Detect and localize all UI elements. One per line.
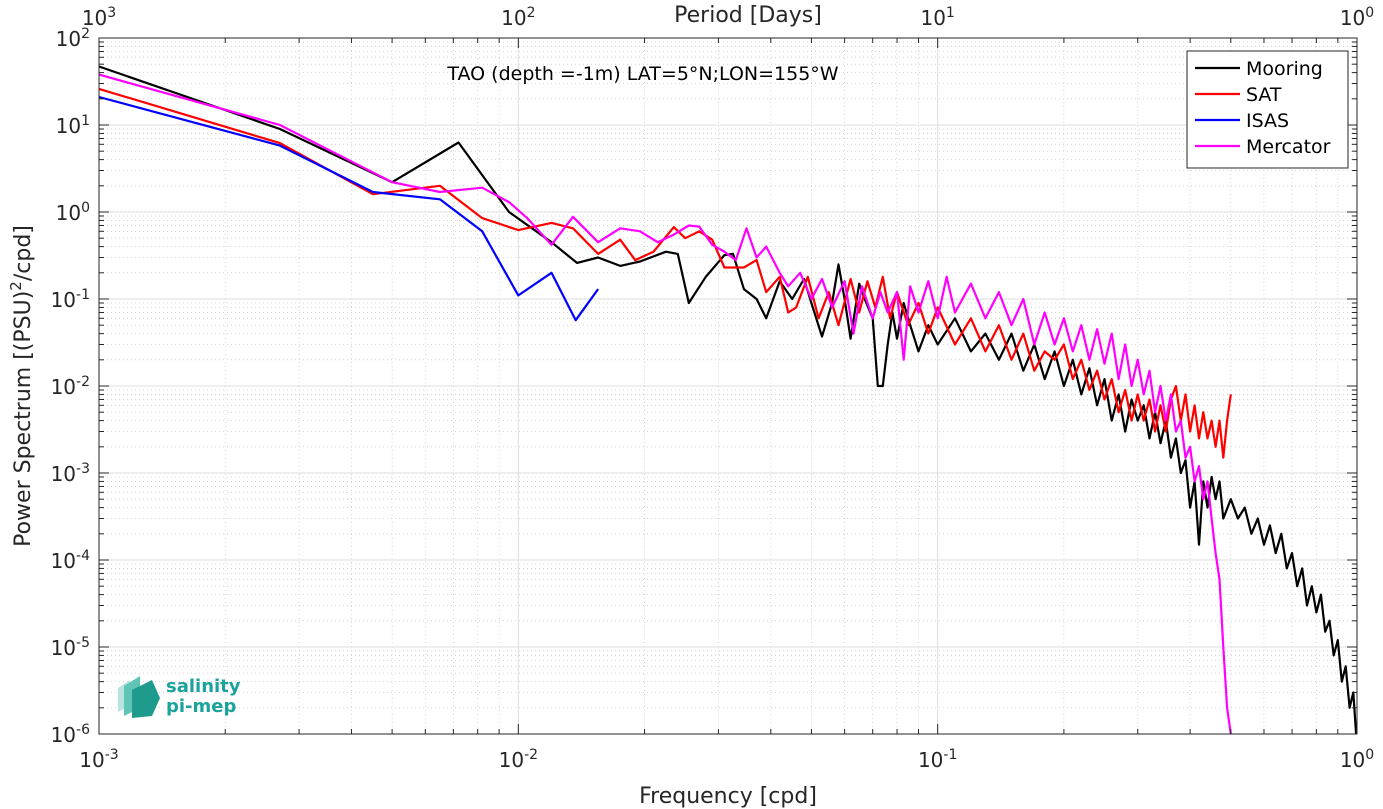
x-tick-label: 10-2 <box>499 747 538 772</box>
y-tick-label-exponent: 0 <box>81 200 90 216</box>
y-tick-label: 10-2 <box>51 374 90 399</box>
x2-tick-label: 103 <box>82 5 116 30</box>
x-tick-label: 10-3 <box>79 747 118 772</box>
salinity-pimep-logo: salinity pi-mep <box>118 676 241 718</box>
x-axis-title: Frequency [cpd] <box>639 784 817 809</box>
y-tick-label-base: 10 <box>51 723 76 747</box>
x-tick-label-base: 10 <box>499 748 524 772</box>
y-tick-label-exponent: 1 <box>81 113 90 129</box>
x-tick-label: 10-1 <box>918 747 957 772</box>
series-line-isas <box>98 95 599 322</box>
y-tick-label-base: 10 <box>51 636 76 660</box>
x2-tick-label-base: 10 <box>501 6 526 30</box>
series-line-mooring <box>98 65 1358 735</box>
y-tick-label-base: 10 <box>56 27 81 51</box>
x2-tick-label: 101 <box>920 5 954 30</box>
y-axis-title: Power Spectrum [(PSU)2/cpd] <box>7 225 36 547</box>
logo-line1: salinity <box>166 676 241 697</box>
y-tick-label: 102 <box>56 26 90 51</box>
y-tick-label: 10-3 <box>51 461 90 486</box>
logo-wave-front <box>132 680 160 718</box>
y-tick-label-exponent: -6 <box>76 722 90 738</box>
x-tick-label-exponent: -3 <box>105 747 119 763</box>
x2-tick-label-exponent: 1 <box>946 5 955 21</box>
y-tick-label-exponent: -2 <box>76 374 90 390</box>
legend: Mooring SAT ISAS Mercator <box>1186 50 1349 169</box>
x-tick-label-exponent: -1 <box>943 747 957 763</box>
y-axis-title-main: Power Spectrum [(PSU) <box>11 291 36 547</box>
x-tick-label-exponent: 0 <box>1365 747 1374 763</box>
y-tick-label-base: 10 <box>56 201 81 225</box>
y-tick-label: 10-4 <box>51 548 91 573</box>
x2-tick-label: 100 <box>1340 5 1374 30</box>
x2-tick-labels: 103 102 101 100 <box>82 5 1374 30</box>
logo-line2: pi-mep <box>166 696 236 717</box>
x2-tick-label-exponent: 3 <box>107 5 116 21</box>
x2-tick-label-base: 10 <box>1340 6 1365 30</box>
y-tick-label: 10-1 <box>51 287 90 312</box>
y-tick-label-exponent: -4 <box>76 548 90 564</box>
x-tick-label-exponent: -2 <box>524 747 538 763</box>
y-tick-label-exponent: 2 <box>81 26 90 42</box>
y-tick-label-exponent: -3 <box>76 461 90 477</box>
x2-tick-label-base: 10 <box>82 6 107 30</box>
y-tick-label-base: 10 <box>51 462 76 486</box>
legend-label-mercator: Mercator <box>1246 136 1331 158</box>
legend-box <box>1186 50 1349 169</box>
x2-tick-label-exponent: 0 <box>1365 5 1374 21</box>
x2-tick-label-base: 10 <box>920 6 945 30</box>
x2-tick-label-exponent: 2 <box>527 5 536 21</box>
y-tick-label-base: 10 <box>56 114 81 138</box>
legend-label-mooring: Mooring <box>1246 58 1323 80</box>
y-tick-label: 10-5 <box>51 635 90 660</box>
y-tick-label-base: 10 <box>51 288 76 312</box>
x-tick-label: 100 <box>1340 747 1374 772</box>
y-tick-label: 10-6 <box>51 722 91 747</box>
x-tick-label-base: 10 <box>918 748 943 772</box>
y-axis-title-sup: 2 <box>7 281 25 291</box>
y-tick-label: 101 <box>56 113 90 138</box>
series-line-mercator <box>98 73 1232 735</box>
y-tick-label-base: 10 <box>51 549 76 573</box>
y-tick-label-exponent: -5 <box>76 635 90 651</box>
series-line-sat <box>98 87 1232 459</box>
x-tick-label-base: 10 <box>79 748 104 772</box>
legend-label-isas: ISAS <box>1246 110 1289 132</box>
x2-tick-label: 102 <box>501 5 535 30</box>
legend-label-sat: SAT <box>1246 84 1282 106</box>
chart-annotation: TAO (depth =-1m) LAT=5°N;LON=155°W <box>446 63 838 85</box>
y-tick-label: 100 <box>56 200 90 225</box>
x2-axis-title: Period [Days] <box>674 3 822 28</box>
tick-marks <box>98 37 1358 735</box>
y-tick-label-exponent: -1 <box>76 287 90 303</box>
y-axis-title-tail: /cpd] <box>11 225 36 281</box>
y-tick-label-base: 10 <box>51 375 76 399</box>
x-tick-labels: 10-3 10-2 10-1 100 <box>79 747 1374 772</box>
series-layer <box>98 65 1358 735</box>
x-tick-label-base: 10 <box>1340 748 1365 772</box>
